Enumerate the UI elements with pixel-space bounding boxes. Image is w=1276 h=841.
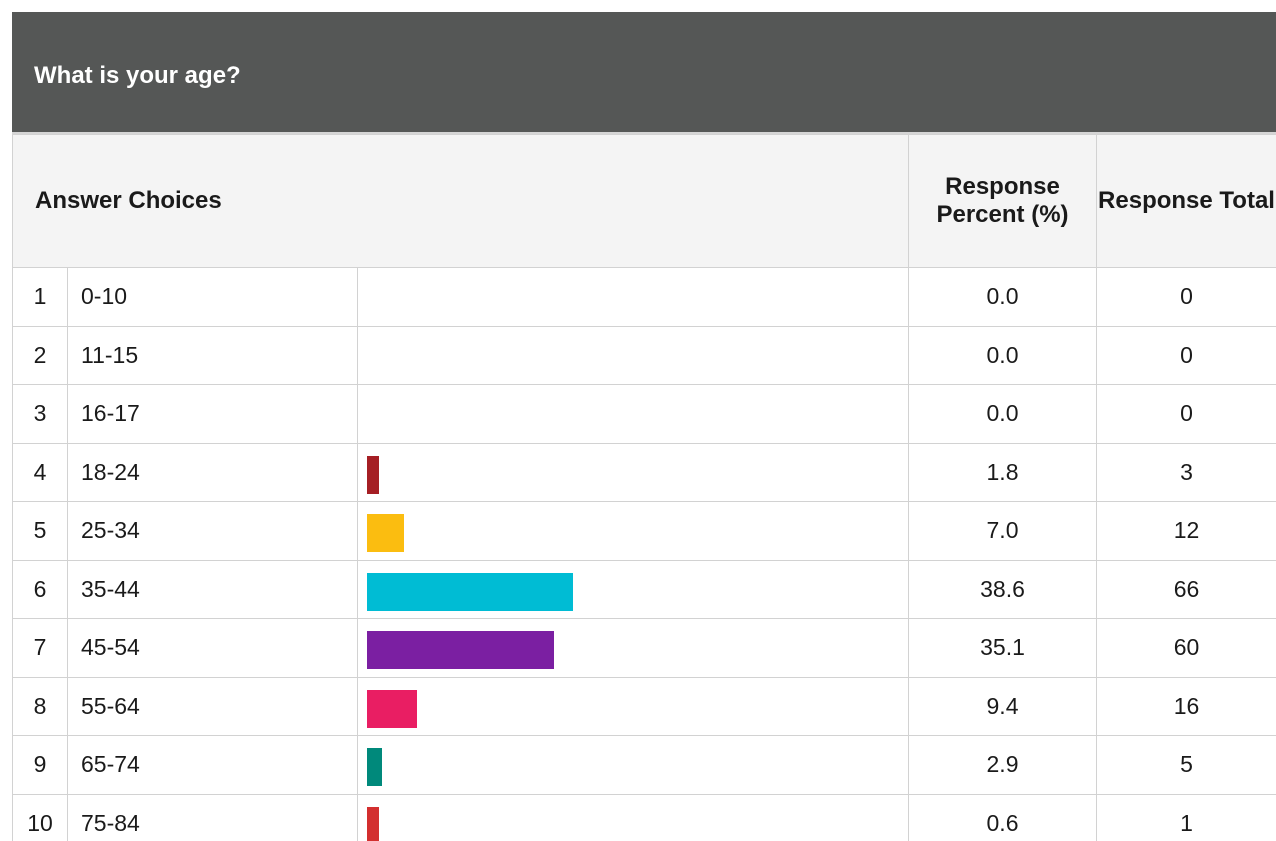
table-row: 5 25-34 7.0 12: [12, 501, 1276, 561]
answer-label: 45-54: [67, 618, 358, 678]
row-number: 5: [12, 501, 68, 561]
answer-label: 16-17: [67, 384, 358, 444]
bar-45-54: [367, 631, 555, 669]
table-header-row: Answer Choices Response Percent (%) Resp…: [12, 134, 1276, 268]
bar-cell: [356, 676, 910, 736]
bar-cell: [356, 442, 910, 502]
row-number: 6: [12, 559, 68, 619]
row-number: 2: [12, 325, 68, 385]
table-row: 9 65-74 2.9 5: [12, 735, 1276, 795]
table-row: 10 75-84 0.6 1: [12, 793, 1276, 841]
answer-label: 18-24: [67, 442, 358, 502]
bar-cell: [356, 325, 910, 385]
row-number: 4: [12, 442, 68, 502]
bar-25-34: [367, 514, 405, 552]
response-percent-value: 0.0: [908, 267, 1098, 327]
response-percent-value: 0.0: [908, 384, 1098, 444]
response-total-value: 3: [1096, 442, 1276, 502]
response-total-value: 60: [1096, 618, 1276, 678]
row-number: 3: [12, 384, 68, 444]
results-body: 1 0-10 0.0 0 2 11-15 0.0 0 3 16-17 0.0 0 4 18-24 1.8 3 5…: [12, 267, 1276, 841]
bar-cell: [356, 501, 910, 561]
bar-cell: [356, 384, 910, 444]
bar-cell: [356, 793, 910, 841]
response-percent-value: 38.6: [908, 559, 1098, 619]
bar-18-24: [367, 455, 379, 494]
response-total-header-label: Response Total: [1098, 187, 1275, 214]
response-total-value: 0: [1096, 267, 1276, 327]
table-row: 2 11-15 0.0 0: [12, 325, 1276, 385]
row-number: 10: [12, 793, 68, 841]
table-row: 8 55-64 9.4 16: [12, 676, 1276, 736]
response-total-value: 12: [1096, 501, 1276, 561]
table-row: 3 16-17 0.0 0: [12, 384, 1276, 444]
row-number: 9: [12, 735, 68, 795]
question-header: What is your age?: [12, 12, 1276, 134]
response-percent-value: 1.8: [908, 442, 1098, 502]
response-total-value: 16: [1096, 676, 1276, 736]
response-total-value: 5: [1096, 735, 1276, 795]
response-percent-value: 7.0: [908, 501, 1098, 561]
survey-question-panel: What is your age? Answer Choices Respons…: [12, 12, 1276, 841]
table-row: 1 0-10 0.0 0: [12, 267, 1276, 327]
bar-65-74: [367, 748, 383, 786]
question-title: What is your age?: [34, 62, 241, 89]
row-number: 1: [12, 267, 68, 327]
answer-label: 55-64: [67, 676, 358, 736]
response-total-value: 1: [1096, 793, 1276, 841]
bar-35-44: [367, 572, 573, 611]
response-total-header: Response Total: [1096, 134, 1276, 268]
answer-label: 75-84: [67, 793, 358, 841]
bar-cell: [356, 267, 910, 327]
table-row: 6 35-44 38.6 66: [12, 559, 1276, 619]
answer-label: 65-74: [67, 735, 358, 795]
response-percent-header-label: Response Percent (%): [936, 173, 1069, 228]
row-number: 7: [12, 618, 68, 678]
answer-label: 11-15: [67, 325, 358, 385]
answer-label: 35-44: [67, 559, 358, 619]
answer-label: 0-10: [67, 267, 358, 327]
row-number: 8: [12, 676, 68, 736]
table-row: 4 18-24 1.8 3: [12, 442, 1276, 502]
bar-cell: [356, 559, 910, 619]
response-total-value: 66: [1096, 559, 1276, 619]
response-percent-header: Response Percent (%): [908, 134, 1098, 268]
table-row: 7 45-54 35.1 60: [12, 618, 1276, 678]
bar-55-64: [367, 689, 418, 728]
response-percent-value: 35.1: [908, 618, 1098, 678]
response-percent-value: 0.6: [908, 793, 1098, 841]
response-percent-value: 0.0: [908, 325, 1098, 385]
results-table: Answer Choices Response Percent (%) Resp…: [12, 134, 1276, 841]
response-percent-value: 9.4: [908, 676, 1098, 736]
bar-cell: [356, 618, 910, 678]
bar-75-84: [367, 806, 379, 841]
response-total-value: 0: [1096, 325, 1276, 385]
answer-choices-header: Answer Choices: [12, 134, 910, 268]
bar-cell: [356, 735, 910, 795]
response-total-value: 0: [1096, 384, 1276, 444]
response-percent-value: 2.9: [908, 735, 1098, 795]
answer-label: 25-34: [67, 501, 358, 561]
